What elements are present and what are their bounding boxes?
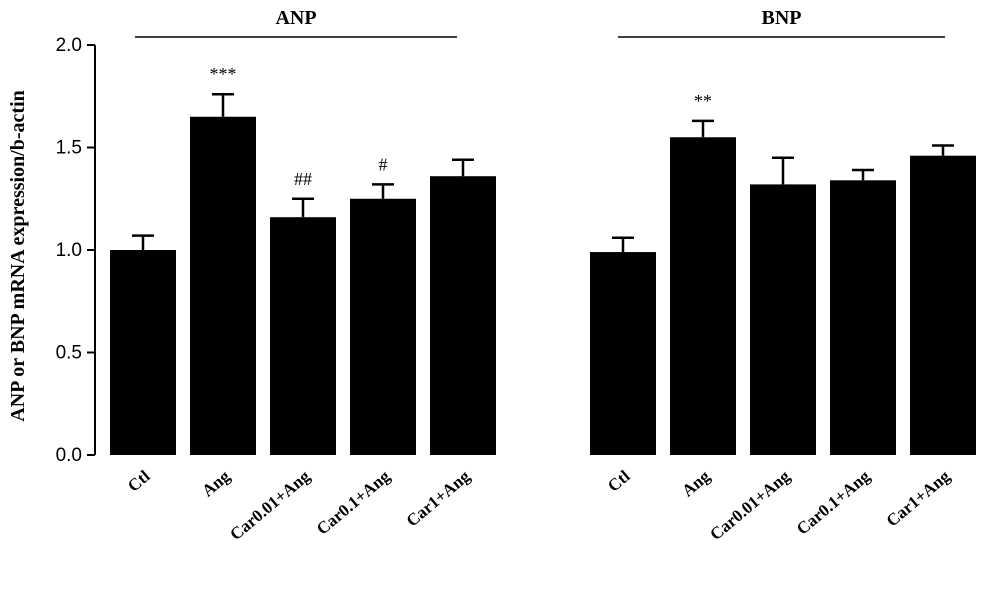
y-axis-label: ANP or BNP mRNA expression/b-actin xyxy=(7,90,29,422)
x-tick-label: Ang xyxy=(198,466,234,500)
significance-label: *** xyxy=(210,64,237,84)
x-tick-label: Car0.1+Ang xyxy=(793,466,874,538)
significance-label: ## xyxy=(294,169,312,189)
bar xyxy=(830,180,896,456)
significance-label: ** xyxy=(694,91,712,111)
x-tick-label: Car1+Ang xyxy=(403,466,474,530)
x-tick-label: Car0.01+Ang xyxy=(706,466,794,544)
bar xyxy=(670,137,736,455)
x-tick-label: Car1+Ang xyxy=(883,466,954,530)
x-tick-label: Ctl xyxy=(604,466,634,495)
bar xyxy=(350,198,416,455)
bar xyxy=(430,176,496,455)
bar xyxy=(270,217,336,455)
y-tick-label: 2.0 xyxy=(56,35,82,56)
bar xyxy=(590,252,656,455)
x-tick-label: Ctl xyxy=(124,466,154,495)
y-tick-label: 1.5 xyxy=(56,138,82,159)
group-label: BNP xyxy=(762,7,802,29)
y-tick-label: 1.0 xyxy=(56,240,82,261)
significance-label: # xyxy=(379,154,388,174)
bar xyxy=(110,250,176,455)
x-tick-label: Car0.01+Ang xyxy=(226,466,314,544)
bar xyxy=(910,155,976,455)
bar xyxy=(750,184,816,455)
y-tick-label: 0.5 xyxy=(56,343,82,364)
x-tick-label: Ang xyxy=(678,466,714,500)
bar xyxy=(190,116,256,455)
group-label: ANP xyxy=(275,7,316,29)
x-tick-label: Car0.1+Ang xyxy=(313,466,394,538)
y-tick-label: 0.0 xyxy=(56,445,82,466)
